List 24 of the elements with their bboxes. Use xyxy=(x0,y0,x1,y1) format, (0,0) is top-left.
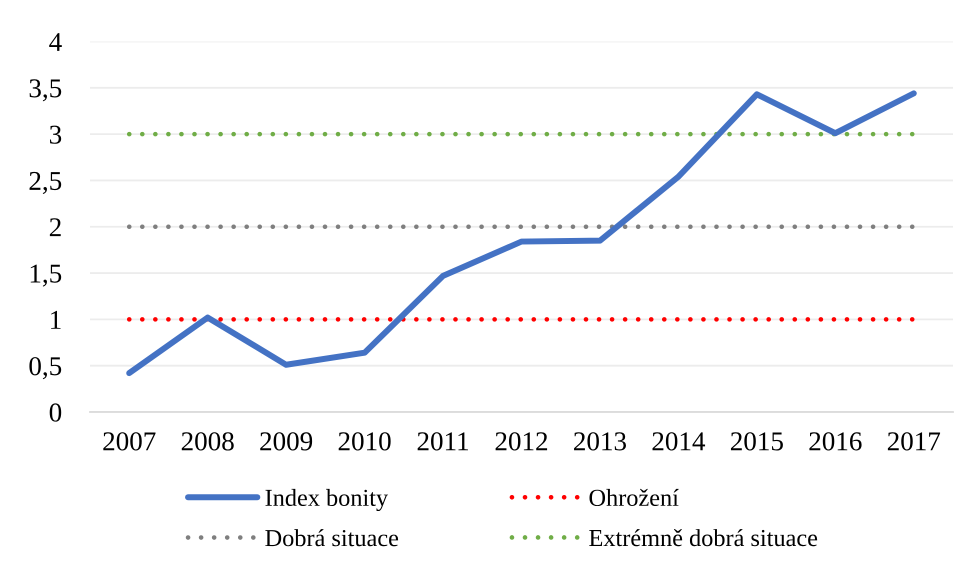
y-tick-label: 0,5 xyxy=(29,357,62,380)
x-tick-label: 2017 xyxy=(888,432,940,451)
legend-label: Extrémně dobrá situace xyxy=(589,529,818,546)
legend-label: Ohrožení xyxy=(589,488,679,506)
y-tick-label: 0 xyxy=(50,403,62,422)
x-tick-label: 2013 xyxy=(574,432,626,451)
y-tick-label: 1,5 xyxy=(30,264,62,287)
legend-label: Dobrá situace xyxy=(265,529,398,546)
x-tick-label: 2009 xyxy=(260,432,312,451)
x-tick-label: 2011 xyxy=(418,432,468,451)
y-tick-label: 3,5 xyxy=(30,79,62,102)
x-tick-label: 2012 xyxy=(496,432,548,451)
x-tick-label: 2015 xyxy=(730,432,783,451)
x-tick-label: 2014 xyxy=(652,432,706,451)
y-tick-label: 4 xyxy=(49,33,62,51)
x-tick-label: 2016 xyxy=(809,432,862,451)
y-tick-label: 2,5 xyxy=(30,172,62,194)
x-tick-label: 2008 xyxy=(182,432,234,451)
y-tick-label: 2 xyxy=(50,218,61,236)
y-tick-label: 1 xyxy=(51,310,61,329)
y-tick-label: 3 xyxy=(50,126,62,144)
x-tick-label: 2010 xyxy=(338,432,391,451)
x-tick-label: 2007 xyxy=(103,432,156,451)
legend-label: Index bonity xyxy=(265,488,388,512)
